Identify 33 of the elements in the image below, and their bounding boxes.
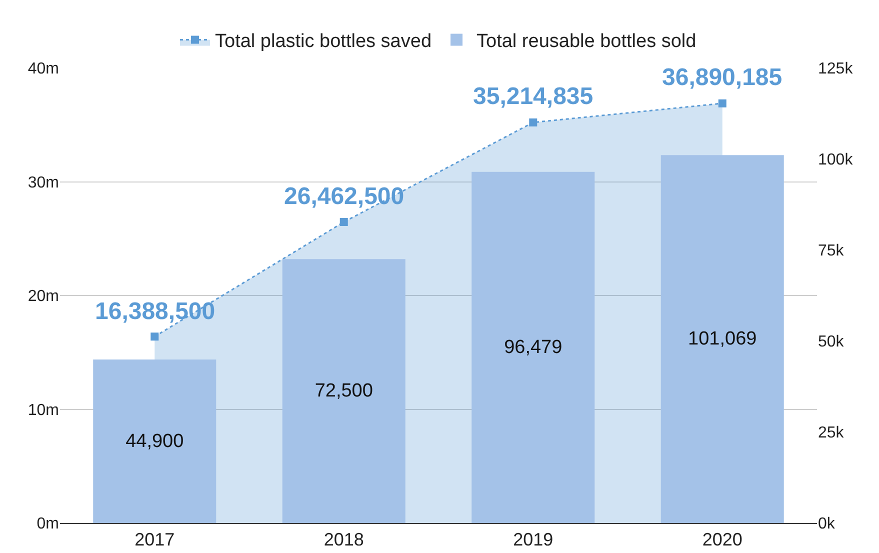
- data-label: 35,214,835: [473, 83, 594, 110]
- data-label: 44,900: [126, 430, 184, 452]
- point: [718, 99, 726, 108]
- y-tick-label: 10m: [28, 402, 59, 419]
- point: [150, 332, 159, 341]
- legend-label: Total plastic bottles saved: [215, 31, 432, 52]
- point: [340, 218, 348, 226]
- y-tick-label: 0m: [36, 516, 59, 533]
- data-label: 72,500: [314, 380, 373, 402]
- bar: [660, 155, 784, 523]
- bar: [282, 259, 406, 523]
- data-label: 101,069: [688, 328, 757, 350]
- x-tick-label: 2019: [513, 530, 554, 550]
- y2-tick-label: 125k: [818, 60, 854, 78]
- bar: [93, 360, 216, 523]
- x-tick-label: 2018: [324, 530, 364, 550]
- data-label: 96,479: [504, 336, 562, 358]
- y-tick-label: 20m: [28, 288, 59, 306]
- y-tick-label: 30m: [28, 174, 59, 192]
- data-label: 16,388,500: [95, 298, 216, 325]
- y-tick-label: 40m: [28, 60, 59, 78]
- y2-tick-label: 100k: [818, 152, 854, 169]
- legend-label: Total reusable bottles sold: [476, 31, 696, 52]
- data-label: 26,462,500: [284, 183, 404, 210]
- bar: [472, 172, 595, 523]
- y2-tick-label: 25k: [818, 424, 845, 442]
- data-label: 36,890,185: [662, 64, 782, 91]
- y2-tick-label: 50k: [818, 334, 845, 351]
- point: [529, 118, 538, 126]
- x-tick-label: 2020: [702, 530, 742, 550]
- x-tick-label: 2017: [134, 530, 175, 550]
- y2-tick-label: 0k: [818, 516, 836, 533]
- y2-tick-label: 75k: [818, 242, 845, 260]
